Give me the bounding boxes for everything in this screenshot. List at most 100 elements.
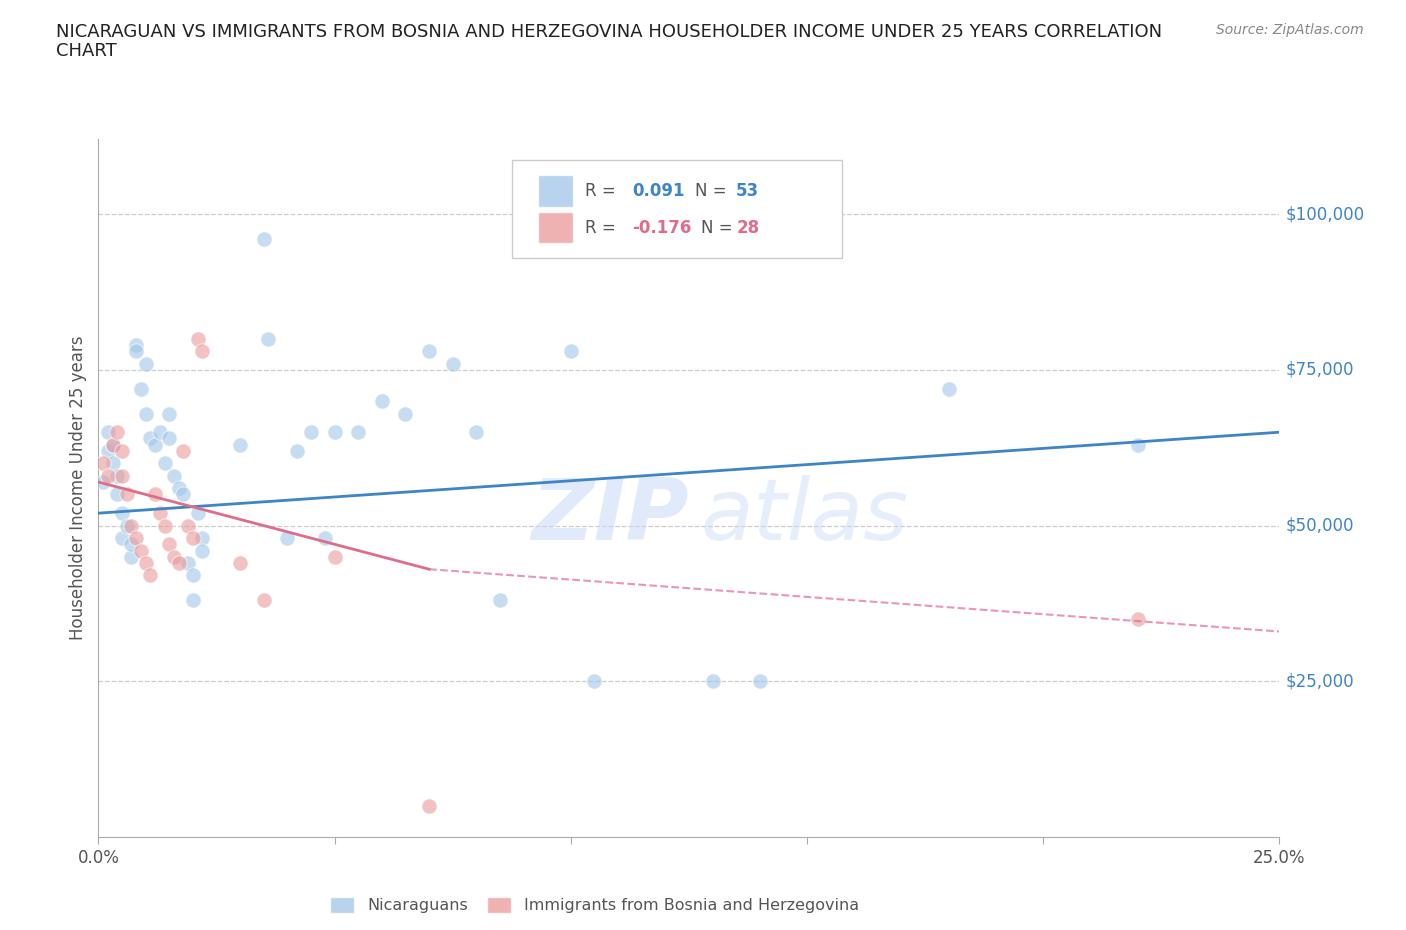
Text: $100,000: $100,000 <box>1285 206 1364 223</box>
Point <box>938 381 960 396</box>
Point <box>101 437 124 452</box>
Text: Source: ZipAtlas.com: Source: ZipAtlas.com <box>1216 23 1364 37</box>
Point <box>157 537 180 551</box>
Point <box>129 543 152 558</box>
Point <box>111 506 134 521</box>
Point <box>121 537 143 551</box>
Point <box>465 425 488 440</box>
Point <box>135 356 157 371</box>
Point <box>285 444 308 458</box>
Point <box>91 474 114 489</box>
Y-axis label: Householder Income Under 25 years: Householder Income Under 25 years <box>69 336 87 641</box>
Point <box>135 406 157 421</box>
Point <box>115 518 138 533</box>
Text: atlas: atlas <box>700 474 908 558</box>
Point <box>125 344 148 359</box>
Point <box>1126 437 1149 452</box>
Point <box>181 568 204 583</box>
Point <box>163 469 186 484</box>
Point <box>191 543 214 558</box>
Text: CHART: CHART <box>56 42 117 60</box>
Point <box>394 406 416 421</box>
Point <box>157 406 180 421</box>
Point <box>299 425 322 440</box>
Point <box>111 444 134 458</box>
Point <box>153 518 176 533</box>
Point <box>172 444 194 458</box>
Point <box>323 425 346 440</box>
Text: $50,000: $50,000 <box>1285 517 1354 535</box>
Point <box>97 425 120 440</box>
Text: 28: 28 <box>737 219 759 236</box>
Point <box>157 431 180 445</box>
Point <box>257 331 280 346</box>
Point <box>371 393 394 408</box>
Point <box>97 444 120 458</box>
Text: $75,000: $75,000 <box>1285 361 1354 379</box>
Point <box>143 487 166 502</box>
Point <box>276 531 298 546</box>
Point <box>253 232 276 246</box>
Point <box>489 593 512 608</box>
Point <box>153 456 176 471</box>
Text: 53: 53 <box>737 182 759 200</box>
Bar <box>537 212 574 244</box>
Point <box>229 555 252 570</box>
Text: NICARAGUAN VS IMMIGRANTS FROM BOSNIA AND HERZEGOVINA HOUSEHOLDER INCOME UNDER 25: NICARAGUAN VS IMMIGRANTS FROM BOSNIA AND… <box>56 23 1163 41</box>
Point <box>583 674 606 689</box>
Text: -0.176: -0.176 <box>633 219 692 236</box>
Point <box>91 456 114 471</box>
Point <box>105 487 128 502</box>
Text: 0.091: 0.091 <box>633 182 685 200</box>
Text: N =: N = <box>695 182 731 200</box>
Point <box>139 431 162 445</box>
Point <box>191 344 214 359</box>
Point <box>121 518 143 533</box>
Point <box>229 437 252 452</box>
Point <box>115 487 138 502</box>
Point <box>702 674 724 689</box>
Point <box>111 469 134 484</box>
Point <box>172 487 194 502</box>
Point <box>125 338 148 352</box>
Point <box>181 531 204 546</box>
Point <box>139 568 162 583</box>
Point <box>143 437 166 452</box>
Point <box>418 344 440 359</box>
Point <box>187 331 209 346</box>
Point <box>560 344 582 359</box>
Point <box>418 799 440 814</box>
Point <box>191 531 214 546</box>
Text: R =: R = <box>585 219 621 236</box>
Legend: Nicaraguans, Immigrants from Bosnia and Herzegovina: Nicaraguans, Immigrants from Bosnia and … <box>323 890 865 920</box>
FancyBboxPatch shape <box>512 161 842 259</box>
Bar <box>537 175 574 206</box>
Point <box>187 506 209 521</box>
Point <box>253 593 276 608</box>
Point <box>441 356 464 371</box>
Point <box>101 437 124 452</box>
Point <box>129 381 152 396</box>
Point <box>135 555 157 570</box>
Point <box>347 425 370 440</box>
Point <box>105 425 128 440</box>
Text: R =: R = <box>585 182 621 200</box>
Text: ZIP: ZIP <box>531 474 689 558</box>
Point <box>101 456 124 471</box>
Text: N =: N = <box>700 219 738 236</box>
Point <box>149 506 172 521</box>
Point <box>1126 612 1149 627</box>
Point <box>163 550 186 565</box>
Point <box>177 518 200 533</box>
Point <box>121 550 143 565</box>
Point <box>149 425 172 440</box>
Point <box>181 593 204 608</box>
Point <box>167 481 190 496</box>
Point <box>97 469 120 484</box>
Point <box>323 550 346 565</box>
Point <box>125 531 148 546</box>
Point <box>111 531 134 546</box>
Point <box>314 531 336 546</box>
Point <box>177 555 200 570</box>
Text: $25,000: $25,000 <box>1285 672 1354 690</box>
